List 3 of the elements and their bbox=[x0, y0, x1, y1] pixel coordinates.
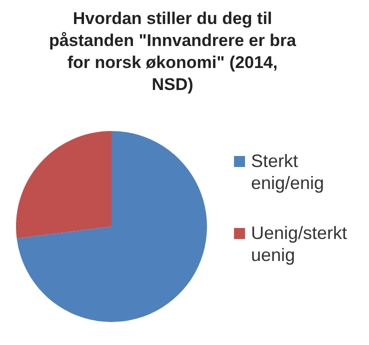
legend-label: Sterkt enig/enig bbox=[251, 150, 326, 194]
legend-label: Uenig/sterkt uenig bbox=[251, 222, 348, 266]
chart-title: Hvordan stiller du deg til påstanden "Innvandrere er bra for norsk økonomi" (2014, NSD) bbox=[48, 8, 298, 96]
